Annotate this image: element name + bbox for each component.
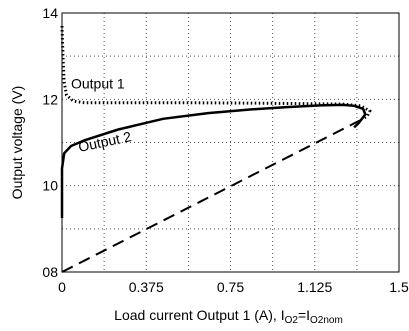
ticks: 0 0.375 0.75 1.125 1.5 08 10 12 14 bbox=[42, 5, 409, 295]
y-axis-title: Output voltage (V) bbox=[9, 86, 25, 200]
x-tick-label: 0 bbox=[58, 279, 66, 295]
x-tick-label: 1.125 bbox=[297, 279, 332, 295]
x-axis-title: Load current Output 1 (A), IO2=IO2nom bbox=[114, 307, 343, 326]
x-axis-title-sub1: O2 bbox=[285, 315, 299, 326]
x-tick-label: 0.75 bbox=[217, 279, 244, 295]
y-tick-label: 12 bbox=[42, 91, 58, 107]
y-tick-label: 14 bbox=[42, 5, 58, 21]
grid bbox=[62, 13, 399, 272]
x-axis-title-main: Load current Output 1 (A), I bbox=[114, 307, 284, 323]
x-tick-label: 1.5 bbox=[389, 279, 409, 295]
x-axis-title-sub2: O2nom bbox=[310, 315, 343, 326]
x-axis-title-mid: =I bbox=[298, 307, 310, 323]
plot-frame bbox=[61, 12, 400, 273]
y-tick-label: 08 bbox=[42, 264, 58, 280]
series-line-1 bbox=[60, 25, 372, 121]
series-label-output-2: Output 2 bbox=[77, 128, 133, 155]
series-line-2 bbox=[60, 103, 367, 218]
y-tick-label: 10 bbox=[42, 178, 58, 194]
series-layer bbox=[60, 25, 372, 273]
series-label-output-1: Output 1 bbox=[71, 76, 125, 92]
x-tick-label: 0.375 bbox=[129, 279, 164, 295]
